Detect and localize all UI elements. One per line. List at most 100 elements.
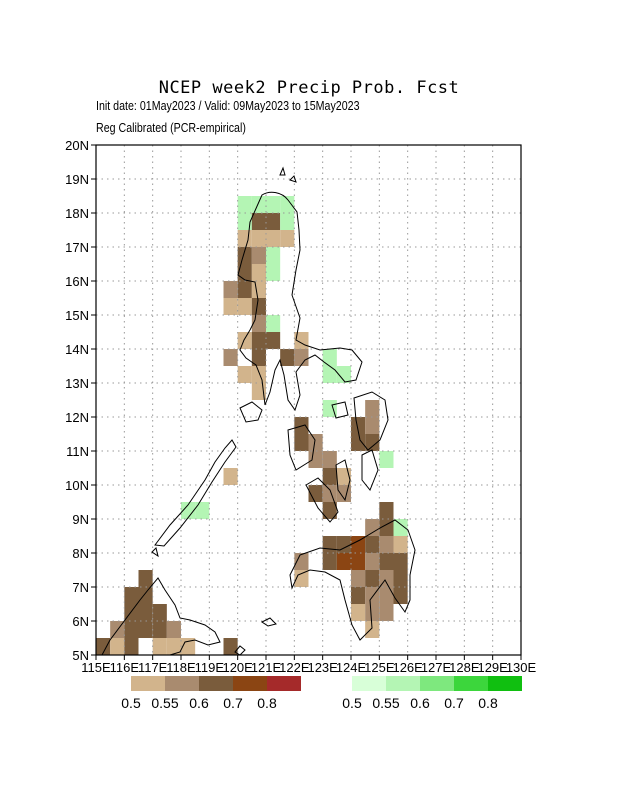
prob-cell [237, 366, 252, 383]
prob-cell [379, 553, 394, 570]
above-normal-legend-value: 0.6 [410, 695, 430, 711]
prob-cell [266, 247, 281, 264]
prob-cell [393, 570, 408, 587]
lon-label: 122E [279, 660, 310, 675]
lon-label: 130E [506, 660, 537, 675]
prob-cell [124, 621, 139, 638]
lat-label: 18N [65, 206, 89, 221]
method-subtitle: Reg Calibrated (PCR-empirical) [96, 120, 246, 135]
prob-cell [237, 196, 252, 213]
prob-cell [322, 502, 337, 519]
prob-cell [237, 230, 252, 247]
prob-cell [138, 621, 153, 638]
prob-cell [365, 519, 380, 536]
prob-cell [322, 485, 337, 502]
prob-cell [365, 536, 380, 553]
lat-label: 13N [65, 376, 89, 391]
prob-cell [237, 332, 252, 349]
prob-cell [393, 536, 408, 553]
prob-cell [124, 587, 139, 604]
prob-cell [393, 587, 408, 604]
prob-cell [351, 536, 366, 553]
map-border [95, 144, 522, 656]
below-normal-legend-value: 0.7 [223, 695, 243, 711]
lon-label: 119E [195, 660, 225, 675]
prob-cell [365, 621, 380, 638]
prob-cell [351, 604, 366, 621]
prob-cell [336, 536, 351, 553]
lon-label: 116E [110, 660, 140, 675]
lat-label: 17N [65, 240, 89, 255]
prob-cell [308, 451, 323, 468]
color-legends: 0.5 0.55 0.6 0.7 0.8 0.5 0.55 0.6 0.7 0.8 [121, 676, 522, 711]
below-normal-legend-value: 0.8 [257, 695, 277, 711]
prob-cell [166, 621, 181, 638]
below-normal-legend-value: 0.55 [151, 695, 178, 711]
above-normal-legend-swatch [454, 676, 488, 691]
prob-cell [251, 247, 266, 264]
prob-cell [195, 502, 210, 519]
prob-cell [152, 638, 167, 655]
lat-label: 11N [66, 444, 89, 459]
above-normal-legend-swatch [488, 676, 522, 691]
prob-cell [138, 570, 153, 587]
prob-cell [379, 502, 394, 519]
below-normal-legend-value: 0.5 [121, 695, 141, 711]
above-normal-legend-value: 0.8 [478, 695, 498, 711]
lat-label: 8N [72, 546, 89, 561]
prob-cell [237, 298, 252, 315]
prob-cell [322, 536, 337, 553]
prob-cell [223, 468, 238, 485]
prob-cell [365, 553, 380, 570]
lat-label: 6N [72, 614, 89, 629]
map-title: NCEP week2 Precip Prob. Fcst [158, 78, 460, 98]
prob-cell [322, 349, 337, 366]
grid-lines [96, 145, 521, 655]
prob-cell [365, 570, 380, 587]
lon-label: 127E [421, 660, 452, 675]
prob-cell [365, 587, 380, 604]
prob-cell [138, 604, 153, 621]
lon-label: 118E [166, 660, 196, 675]
prob-cell [266, 196, 281, 213]
prob-cell [351, 570, 366, 587]
prob-cell [365, 417, 380, 434]
prob-cell [322, 366, 337, 383]
prob-cell [266, 264, 281, 281]
prob-cell [294, 417, 309, 434]
lat-label: 5N [72, 648, 89, 663]
prob-cell [379, 587, 394, 604]
prob-cell [322, 553, 337, 570]
lon-label: 124E [336, 660, 367, 675]
below-normal-legend-swatch [267, 676, 301, 691]
lat-label: 15N [65, 308, 89, 323]
prob-cell [223, 349, 238, 366]
prob-cell [251, 366, 266, 383]
prob-cell [237, 281, 252, 298]
below-normal-legend-swatch [131, 676, 165, 691]
prob-cell [166, 638, 181, 655]
lat-label: 19N [65, 172, 89, 187]
prob-cell [251, 315, 266, 332]
below-normal-legend-swatch [199, 676, 233, 691]
prob-cell [280, 230, 295, 247]
prob-cell [365, 604, 380, 621]
prob-cell [336, 485, 351, 502]
above-normal-legend-swatch [420, 676, 454, 691]
above-normal-legend-value: 0.55 [372, 695, 399, 711]
prob-cell [294, 349, 309, 366]
prob-cell [336, 553, 351, 570]
below-normal-legend-swatch [233, 676, 267, 691]
prob-cell [266, 315, 281, 332]
lat-label: 12N [65, 410, 89, 425]
prob-cell [251, 298, 266, 315]
prob-cell [138, 587, 153, 604]
lon-label: 125E [364, 660, 395, 675]
probability-cells [96, 196, 408, 655]
prob-cell [237, 247, 252, 264]
lon-label: 115E [81, 660, 111, 675]
prob-cell [351, 553, 366, 570]
prob-cell [251, 196, 266, 213]
prob-cell [181, 502, 196, 519]
